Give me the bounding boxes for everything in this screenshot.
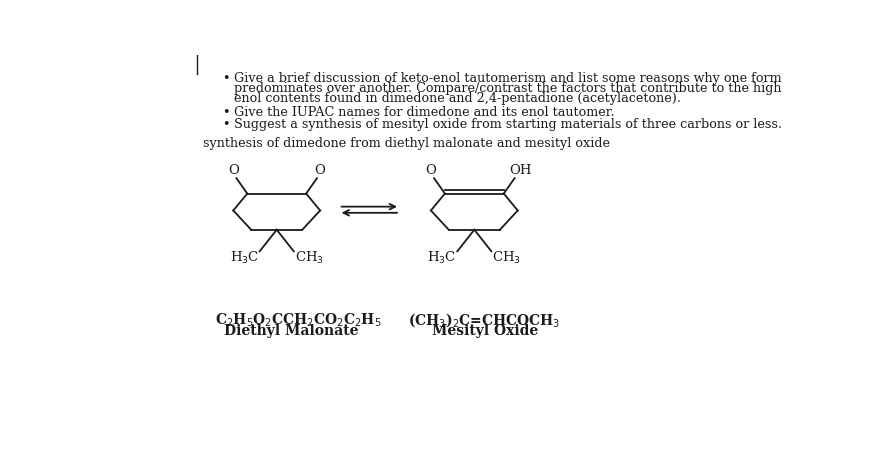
Text: OH: OH	[510, 164, 532, 177]
Text: CH$_3$: CH$_3$	[492, 250, 522, 266]
Text: O: O	[425, 164, 437, 177]
Text: H$_3$C: H$_3$C	[230, 250, 259, 266]
Text: CH$_3$: CH$_3$	[295, 250, 324, 266]
Text: C$_2$H$_5$O$_2$CCH$_2$CO$_2$C$_2$H$_5$: C$_2$H$_5$O$_2$CCH$_2$CO$_2$C$_2$H$_5$	[214, 311, 381, 329]
Text: enol contents found in dimedone and 2,4-pentadione (acetylacetone).: enol contents found in dimedone and 2,4-…	[234, 92, 681, 105]
Text: O: O	[228, 164, 238, 177]
Text: •: •	[222, 106, 230, 119]
Text: synthesis of dimedone from diethyl malonate and mesityl oxide: synthesis of dimedone from diethyl malon…	[203, 137, 610, 150]
Text: •: •	[222, 72, 230, 85]
Text: Give the IUPAC names for dimedone and its enol tautomer.: Give the IUPAC names for dimedone and it…	[234, 106, 614, 119]
Text: H$_3$C: H$_3$C	[427, 250, 456, 266]
Text: O: O	[314, 164, 326, 177]
Text: predominates over another. Compare/contrast the factors that contribute to the h: predominates over another. Compare/contr…	[234, 82, 781, 95]
Text: Give a brief discussion of keto-enol tautomerism and list some reasons why one f: Give a brief discussion of keto-enol tau…	[234, 72, 781, 85]
Text: (CH$_3$)$_2$C=CHCOCH$_3$: (CH$_3$)$_2$C=CHCOCH$_3$	[408, 311, 561, 329]
Text: Diethyl Malonate: Diethyl Malonate	[224, 324, 358, 338]
Text: Suggest a synthesis of mesityl oxide from starting materials of three carbons or: Suggest a synthesis of mesityl oxide fro…	[234, 118, 782, 131]
Text: Mesityl Oxide: Mesityl Oxide	[431, 324, 538, 338]
Text: •: •	[222, 118, 230, 131]
